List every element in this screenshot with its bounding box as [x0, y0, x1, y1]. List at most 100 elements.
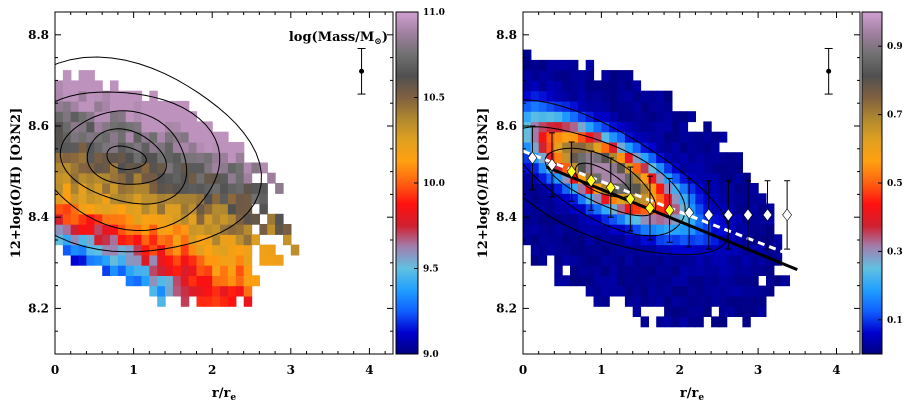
left-y-tick-label: 8.4	[28, 210, 49, 224]
left-heatmap-cell	[110, 213, 119, 225]
left-heatmap-cell	[110, 142, 119, 153]
right-heatmap-cell	[523, 162, 532, 174]
right-heatmap-cell	[671, 285, 681, 297]
left-heatmap-cell	[180, 203, 190, 215]
right-heatmap-cell	[570, 131, 579, 143]
left-heatmap-cell	[227, 142, 237, 153]
right-heatmap-cell	[695, 183, 704, 194]
left-heatmap-cell	[78, 244, 88, 256]
left-heatmap-cell	[235, 193, 245, 205]
left-heatmap-cell	[165, 254, 174, 266]
left-heatmap-cell	[227, 244, 237, 256]
right-heatmap-cell	[687, 142, 696, 153]
left-heatmap-cell	[157, 142, 166, 153]
right-heatmap-cell	[624, 152, 634, 164]
left-heatmap-cell	[204, 172, 213, 184]
right-heatmap-cell	[577, 234, 587, 246]
left-heatmap-cell	[196, 142, 205, 153]
right-heatmap-cell	[570, 142, 579, 153]
right-heatmap-cell	[640, 285, 649, 297]
right-heatmap-cell	[632, 295, 642, 307]
left-heatmap-cell	[86, 111, 95, 123]
left-heatmap-cell	[149, 213, 158, 225]
left-heatmap-cell	[86, 100, 95, 112]
right-heatmap-cell	[695, 162, 704, 174]
left-heatmap-cell	[220, 224, 229, 235]
right-heatmap-cell	[687, 265, 696, 276]
right-heatmap-cell	[679, 265, 689, 276]
left-heatmap-cell	[259, 224, 268, 235]
left-heatmap-cell	[220, 131, 229, 143]
right-heatmap-cell	[585, 142, 595, 153]
left-heatmap-cell	[212, 265, 221, 276]
right-heatmap-cell	[601, 285, 610, 297]
left-heatmap-cell	[86, 142, 95, 153]
left-heatmap-cell	[188, 203, 198, 215]
right-heatmap-cell	[679, 193, 689, 205]
right-heatmap-cell	[648, 265, 657, 276]
left-heatmap-cell	[172, 131, 182, 143]
left-heatmap-cell	[165, 121, 174, 133]
left-heatmap-cell	[86, 131, 95, 143]
right-heatmap-cell	[648, 131, 657, 143]
right-heatmap-cell	[585, 152, 595, 164]
right-heatmap-cell	[734, 234, 743, 246]
right-heatmap-cell	[570, 80, 579, 92]
right-heatmap-cell	[750, 183, 759, 194]
right-heatmap-cell	[601, 183, 610, 194]
left-heatmap-cell	[212, 152, 221, 164]
right-heatmap-cell	[554, 142, 563, 153]
right-heatmap-cell	[601, 121, 610, 133]
left-heatmap-cell	[165, 183, 174, 194]
right-heatmap-cell	[570, 111, 579, 123]
right-heatmap-cell	[538, 183, 548, 194]
right-heatmap-cell	[656, 213, 665, 225]
right-heatmap-cell	[695, 152, 704, 164]
right-x-tick-label: 3	[754, 363, 762, 377]
left-heatmap-cell	[55, 152, 64, 164]
left-heatmap-cell	[243, 275, 253, 287]
left-heatmap-cell	[70, 111, 80, 123]
left-heatmap-cell	[235, 244, 245, 256]
left-heatmap-cell	[117, 162, 127, 174]
right-heatmap-cell	[577, 70, 587, 81]
right-heatmap-cell	[640, 244, 649, 256]
left-heatmap-cell	[70, 90, 80, 102]
left-heatmap-cell	[243, 213, 253, 225]
right-heatmap-cell	[742, 203, 751, 215]
right-heatmap-cell	[538, 244, 548, 256]
left-heatmap-cell	[204, 265, 213, 276]
right-heatmap-cell	[671, 234, 681, 246]
right-heatmap-cell	[617, 183, 626, 194]
left-heatmap-cell	[133, 203, 143, 215]
left-heatmap-cell	[212, 295, 221, 307]
right-heatmap-cell	[577, 275, 587, 287]
right-heatmap-cell	[562, 80, 571, 92]
right-heatmap-cell	[530, 162, 540, 174]
right-heatmap-cell	[554, 244, 563, 256]
right-median-diamond	[586, 174, 597, 188]
left-heatmap-cell	[78, 203, 88, 215]
left-heatmap-cell	[125, 213, 135, 225]
right-heatmap-cell	[640, 183, 649, 194]
left-heatmap-cell	[70, 142, 80, 153]
left-heatmap-cell	[212, 224, 221, 235]
right-heatmap-cell	[601, 90, 610, 102]
right-heatmap-cell	[664, 275, 673, 287]
right-heatmap-cell	[711, 224, 720, 235]
left-heatmap-cell	[149, 254, 158, 266]
right-heatmap-cell	[758, 224, 767, 235]
left-heatmap-cell	[157, 162, 166, 174]
right-heatmap-cell	[671, 295, 681, 307]
right-heatmap-cell	[679, 152, 689, 164]
left-heatmap-cell	[157, 213, 166, 225]
left-heatmap-cell	[220, 295, 229, 307]
right-heatmap-cell	[562, 275, 571, 287]
left-heatmap-cell	[70, 131, 80, 143]
right-heatmap-cell	[758, 203, 767, 215]
right-heatmap-cell	[671, 131, 681, 143]
left-heatmap-cell	[125, 224, 135, 235]
right-heatmap-cell	[609, 193, 618, 205]
right-heatmap-cell	[585, 265, 595, 276]
right-heatmap-cell	[601, 203, 610, 215]
